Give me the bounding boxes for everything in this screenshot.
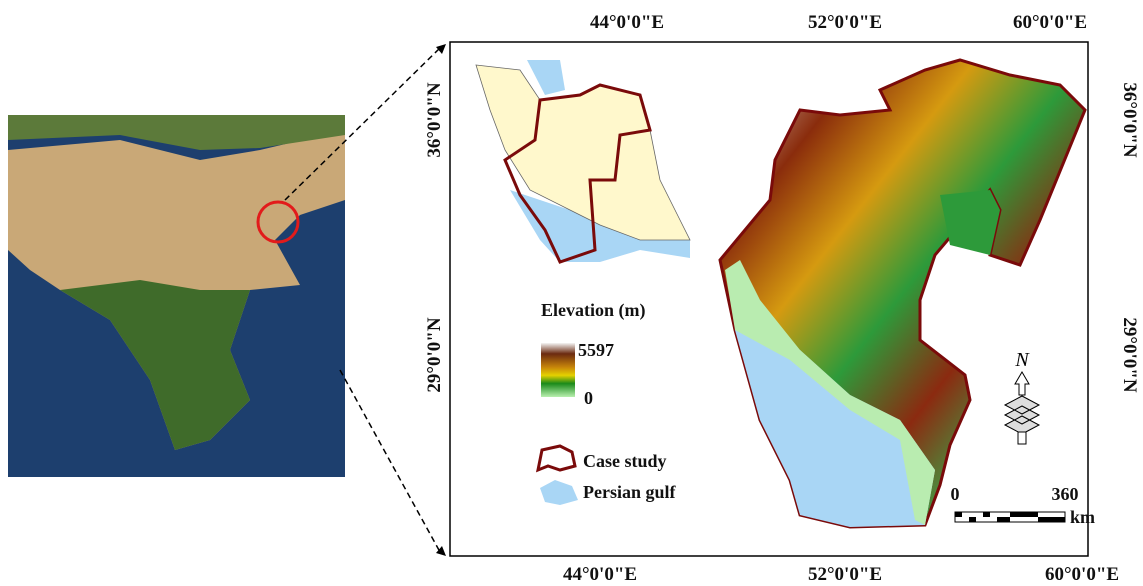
longitude-label: 52°0'0"E	[808, 564, 882, 585]
latitude-label: 29°0'0"N	[1119, 317, 1140, 392]
page: {"frame": {"longitude_labels": ["44°0'0\…	[0, 0, 1143, 586]
longitude-label: 52°0'0"E	[808, 12, 882, 33]
map-figure: 44°0'0"E 52°0'0"E 60°0'0"E 44°0'0"E 52°0…	[0, 0, 1143, 586]
legend-item: Case study	[583, 451, 667, 471]
scale-unit: km	[1070, 507, 1095, 527]
scale-end: 360	[1052, 484, 1079, 504]
overview-map	[8, 115, 345, 477]
north-label: N	[1014, 349, 1030, 371]
scale-start: 0	[951, 484, 960, 504]
legend-max: 5597	[578, 340, 614, 360]
latitude-label: 36°0'0"N	[424, 82, 445, 157]
zoom-line	[340, 370, 440, 552]
legend-min: 0	[584, 388, 593, 408]
longitude-label: 60°0'0"E	[1045, 564, 1119, 585]
compass-base	[1018, 432, 1026, 444]
longitude-label: 44°0'0"E	[590, 12, 664, 33]
legend-title: Elevation (m)	[541, 300, 645, 321]
case-study-icon	[538, 446, 575, 470]
legend-item: Persian gulf	[583, 482, 677, 502]
elevation-ramp	[541, 343, 575, 397]
latitude-label: 36°0'0"N	[1119, 82, 1140, 157]
latitude-label: 29°0'0"N	[424, 317, 445, 392]
longitude-label: 60°0'0"E	[1013, 12, 1087, 33]
longitude-label: 44°0'0"E	[563, 564, 637, 585]
